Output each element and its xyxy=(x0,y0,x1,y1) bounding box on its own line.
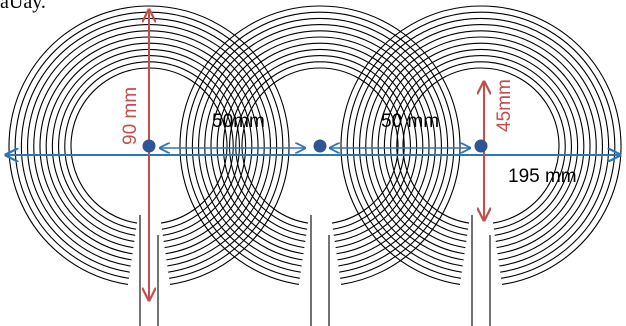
coil-turn xyxy=(352,17,610,273)
coil-turn xyxy=(222,48,418,243)
coil-center-dot-left xyxy=(142,139,156,153)
coil-turn xyxy=(185,11,455,279)
coil-turn xyxy=(340,5,622,285)
coil-center-dot-middle xyxy=(313,139,327,153)
width-total-label: 195 mm xyxy=(508,166,577,187)
header-fragment: aUay. xyxy=(0,0,46,13)
coil-leads xyxy=(139,215,491,326)
coil-turn xyxy=(198,24,442,267)
height-total-label: 90 mm xyxy=(120,87,141,145)
coil-turn xyxy=(191,17,449,273)
height-inner-label: 45mm xyxy=(494,79,515,132)
coil-right xyxy=(340,5,622,285)
coil-turn xyxy=(359,24,603,267)
coil-turn xyxy=(235,61,405,230)
coil-turn xyxy=(402,67,560,224)
coil-turn xyxy=(179,5,461,285)
coil-turn xyxy=(365,30,597,261)
coil-turn xyxy=(377,42,585,249)
coil-turn xyxy=(346,11,616,279)
coil-turn xyxy=(204,30,436,261)
coil-turn xyxy=(241,67,399,224)
coil-turn xyxy=(371,36,591,255)
coil-center-dot-right xyxy=(474,139,488,153)
spacing-right-label: 50 mm xyxy=(381,111,439,132)
spacing-left-label: 50mm xyxy=(212,111,265,132)
coil-turn xyxy=(210,36,430,255)
coil-turn xyxy=(390,55,572,236)
coil-turn xyxy=(396,61,566,230)
coil-turn xyxy=(383,48,579,243)
